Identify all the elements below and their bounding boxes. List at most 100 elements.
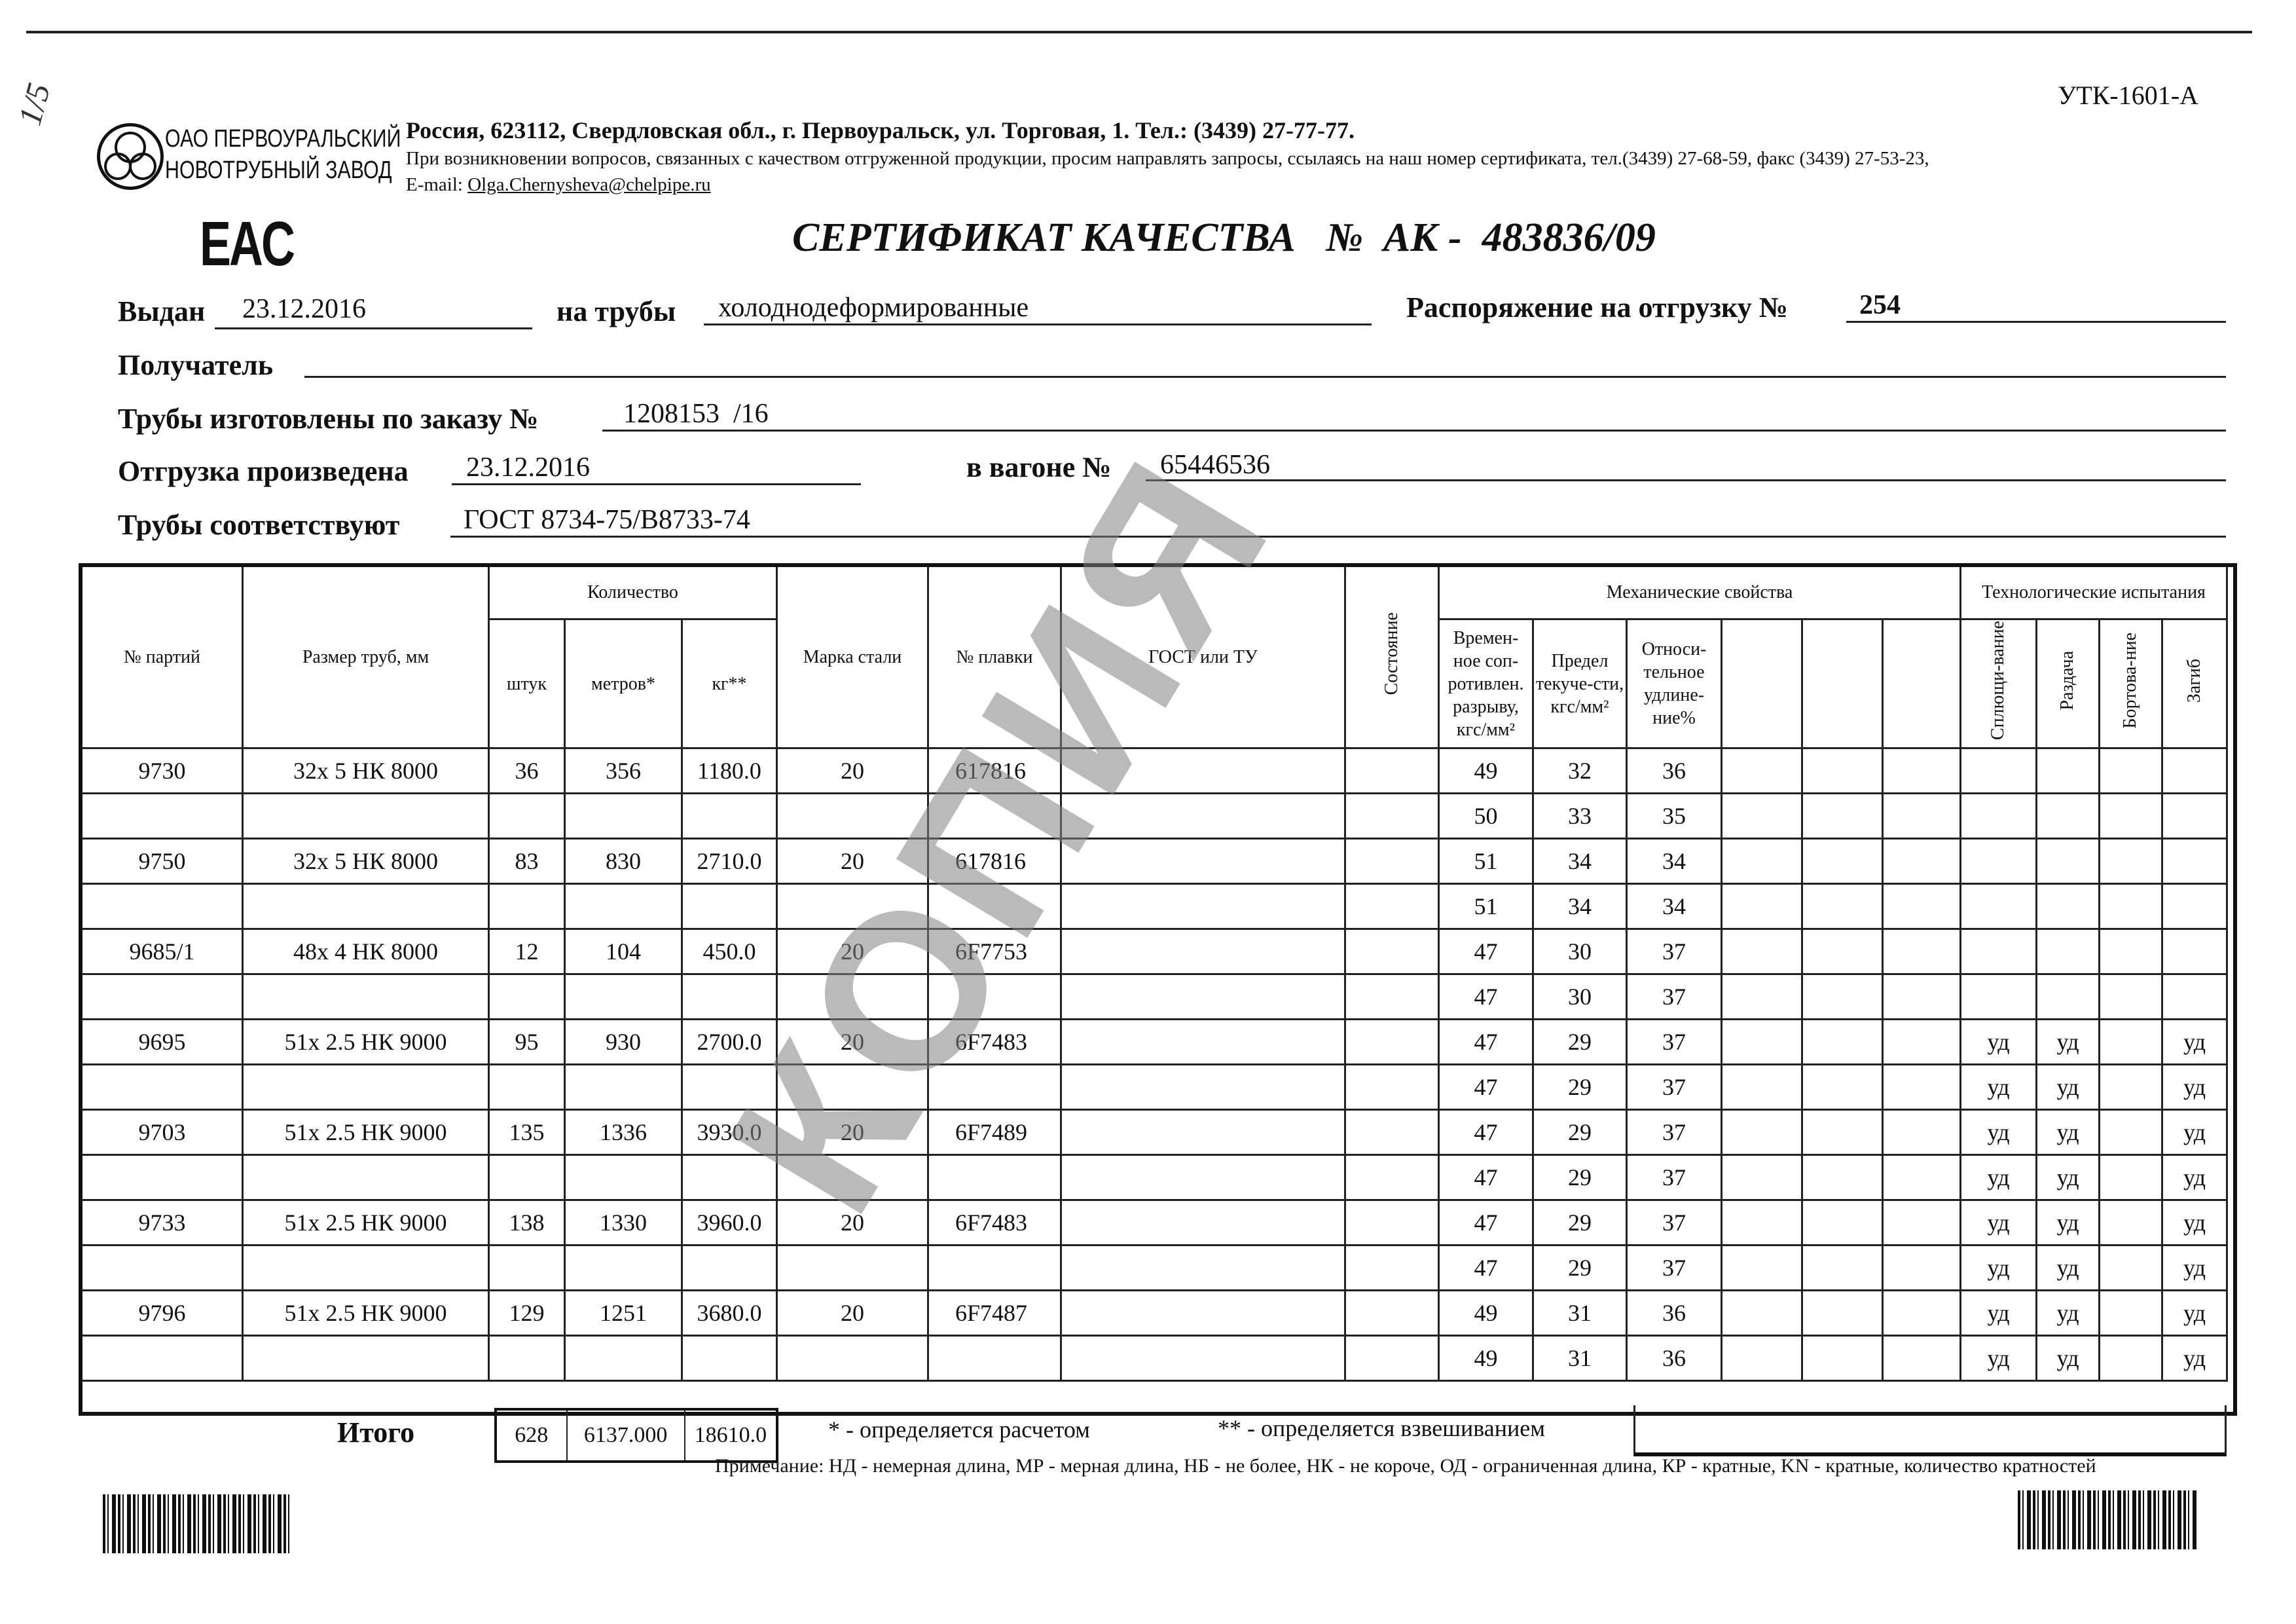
- certificate-title: СЕРТИФИКАТ КАЧЕСТВА № АК - 483836/09: [792, 215, 1656, 260]
- cell-e2: [1801, 747, 1884, 794]
- header-empty-3: [1882, 618, 1961, 749]
- cell-batch: [81, 1063, 244, 1111]
- cell-yield: 34: [1532, 883, 1628, 930]
- cell-heat: 6F7753: [927, 928, 1062, 975]
- cell-flattening: уд: [1959, 1109, 2037, 1156]
- shipped-value: 23.12.2016: [466, 452, 590, 483]
- cell-kg: [681, 973, 778, 1020]
- cell-gost: [1060, 747, 1346, 794]
- header-size: Размер труб, мм: [242, 564, 490, 749]
- cell-meters: [564, 1063, 683, 1111]
- cell-heat: [927, 973, 1062, 1020]
- cell-expansion: [2035, 838, 2100, 885]
- cell-kg: 2700.0: [681, 1018, 778, 1065]
- cell-e1: [1721, 928, 1803, 975]
- cell-meters: 1330: [564, 1199, 683, 1246]
- cell-steel: [776, 973, 929, 1020]
- cell-heat: [927, 1335, 1062, 1382]
- cell-e3: [1882, 792, 1961, 840]
- cell-elongation: 37: [1626, 1244, 1722, 1291]
- cell-heat: [927, 792, 1062, 840]
- table-row: 47 30 37: [81, 973, 2228, 1020]
- cell-e3: [1882, 1335, 1961, 1382]
- cell-bend: [2161, 973, 2228, 1020]
- cell-steel: [776, 792, 929, 840]
- cell-flattening: уд: [1959, 1018, 2037, 1065]
- cell-e3: [1882, 1154, 1961, 1201]
- cell-elongation: 37: [1626, 1199, 1722, 1246]
- cell-expansion: уд: [2035, 1109, 2100, 1156]
- cell-flanging: [2098, 747, 2163, 794]
- header-bend-text: Загиб: [2183, 658, 2204, 703]
- cell-state: [1344, 1109, 1440, 1156]
- wagon-value: 65446536: [1160, 450, 1270, 480]
- cell-tensile: 47: [1438, 1109, 1534, 1156]
- cell-meters: [564, 1244, 683, 1291]
- recipient-label: Получатель: [118, 349, 274, 381]
- cell-state: [1344, 1289, 1440, 1337]
- cell-pcs: [488, 1063, 566, 1111]
- cell-flattening: уд: [1959, 1335, 2037, 1382]
- cell-kg: [681, 1335, 778, 1382]
- header-flattening-text: Сплющи-вание: [1988, 621, 2009, 741]
- cell-e3: [1882, 1018, 1961, 1065]
- pipes-label: на трубы: [556, 295, 676, 327]
- cell-expansion: уд: [2035, 1199, 2100, 1246]
- cell-gost: [1060, 838, 1346, 885]
- cell-tensile: 49: [1438, 1289, 1534, 1337]
- signature-box: [1633, 1405, 2227, 1456]
- cell-e1: [1721, 1244, 1803, 1291]
- cell-e2: [1801, 1244, 1884, 1291]
- cell-gost: [1060, 792, 1346, 840]
- cell-expansion: [2035, 747, 2100, 794]
- cell-tensile: 47: [1438, 1154, 1534, 1201]
- wagon-line: [1146, 479, 2226, 481]
- cell-flanging: [2098, 1289, 2163, 1337]
- cell-steel: 20: [776, 928, 929, 975]
- header-heat: № плавки: [927, 564, 1062, 749]
- cell-batch: 9750: [81, 838, 244, 885]
- cell-heat: 617816: [927, 747, 1062, 794]
- cell-tensile: 47: [1438, 1244, 1534, 1291]
- cell-bend: уд: [2161, 1335, 2228, 1382]
- issued-value: 23.12.2016: [242, 294, 366, 324]
- cell-heat: [927, 883, 1062, 930]
- order-label: Распоряжение на отгрузку №: [1406, 291, 1788, 323]
- company-name-line1: ОАО ПЕРВОУРАЛЬСКИЙ: [165, 125, 401, 153]
- header-empty-1: [1721, 618, 1803, 749]
- cell-state: [1344, 1018, 1440, 1065]
- cell-elongation: 36: [1626, 1289, 1722, 1337]
- cell-yield: 31: [1532, 1335, 1628, 1382]
- cell-yield: 33: [1532, 792, 1628, 840]
- header-yield: Предел текуче-сти, кгс/мм²: [1532, 618, 1628, 749]
- email-link[interactable]: Olga.Chernysheva@chelpipe.ru: [467, 174, 711, 195]
- cell-batch: [81, 1244, 244, 1291]
- cell-e1: [1721, 973, 1803, 1020]
- cell-meters: [564, 973, 683, 1020]
- cell-steel: 20: [776, 747, 929, 794]
- cell-state: [1344, 928, 1440, 975]
- cell-flattening: уд: [1959, 1199, 2037, 1246]
- cell-flanging: [2098, 883, 2163, 930]
- cell-state: [1344, 973, 1440, 1020]
- cell-e1: [1721, 1289, 1803, 1337]
- cell-e3: [1882, 747, 1961, 794]
- cell-e3: [1882, 1289, 1961, 1337]
- cell-gost: [1060, 1289, 1346, 1337]
- cell-state: [1344, 792, 1440, 840]
- cell-e1: [1721, 1154, 1803, 1201]
- cell-flattening: уд: [1959, 1244, 2037, 1291]
- cell-state: [1344, 1199, 1440, 1246]
- cell-e1: [1721, 838, 1803, 885]
- header-pcs: штук: [488, 618, 566, 749]
- header-state-text: Состояние: [1381, 612, 1402, 695]
- cell-flanging: [2098, 1018, 2163, 1065]
- totals-kg: 18610.0: [694, 1423, 767, 1447]
- conform-label: Трубы соответствуют: [118, 509, 400, 541]
- cell-pcs: 83: [488, 838, 566, 885]
- cell-heat: [927, 1244, 1062, 1291]
- cell-pcs: 135: [488, 1109, 566, 1156]
- cell-kg: 450.0: [681, 928, 778, 975]
- cell-tensile: 49: [1438, 1335, 1534, 1382]
